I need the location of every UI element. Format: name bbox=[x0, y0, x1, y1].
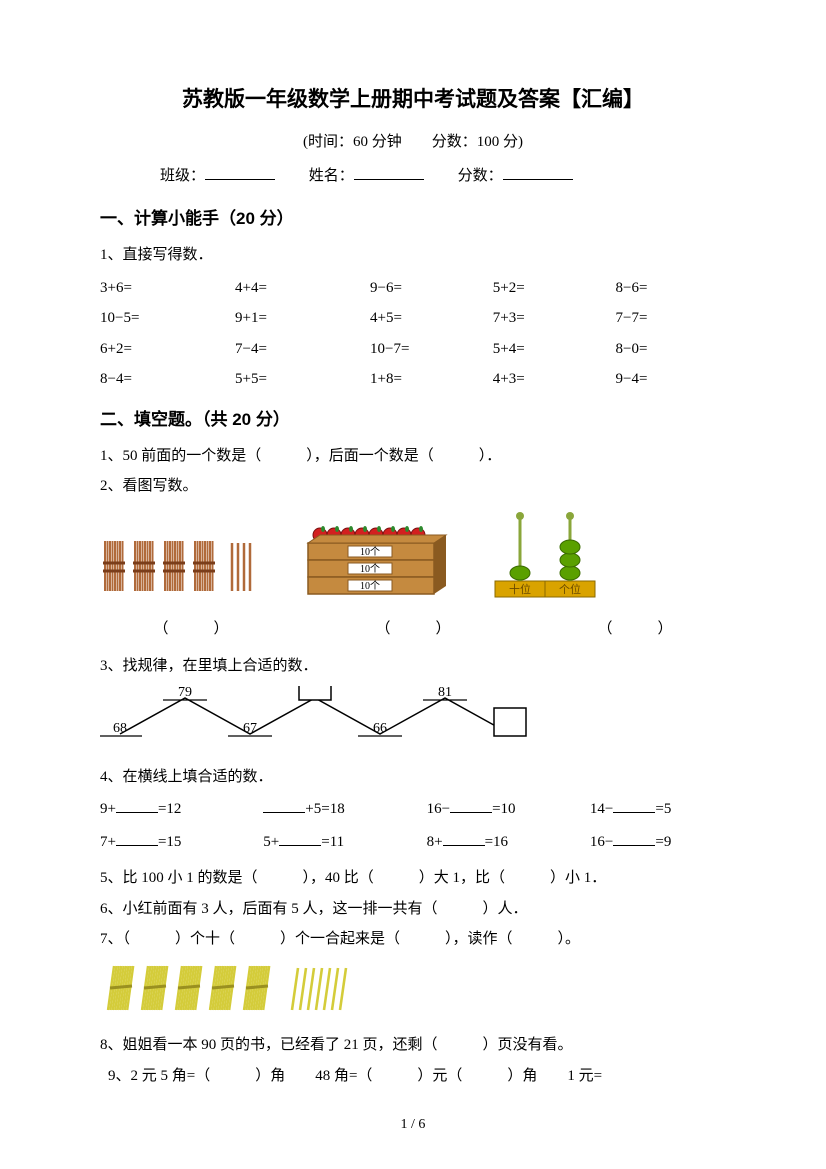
page-number: 1 / 6 bbox=[0, 1112, 826, 1139]
fig-sticks bbox=[100, 960, 726, 1026]
calc-cell: 9−6= bbox=[370, 274, 493, 303]
svg-text:个位: 个位 bbox=[559, 582, 581, 596]
fill-cell: 16−=9 bbox=[590, 828, 726, 857]
svg-text:10个: 10个 bbox=[360, 580, 380, 592]
section2-q4: 4、在横线上填合适的数． bbox=[100, 763, 726, 792]
abacus-icon: 十位 个位 bbox=[490, 511, 600, 601]
calc-cell: 1+8= bbox=[370, 365, 493, 394]
calc-cell: 4+5= bbox=[370, 304, 493, 333]
section1-head: 一、计算小能手（20 分） bbox=[100, 203, 726, 235]
svg-text:十位: 十位 bbox=[509, 582, 531, 596]
class-blank[interactable] bbox=[205, 165, 275, 180]
calc-cell: 7−7= bbox=[616, 304, 726, 333]
pattern-figure: 68 79 67 66 81 bbox=[100, 686, 726, 757]
calc-cell: 4+4= bbox=[235, 274, 370, 303]
score-label: 分数： bbox=[458, 168, 503, 184]
fill-cell: 16−=10 bbox=[427, 795, 590, 824]
section2-q8: 8、姐姐看一本 90 页的书，已经看了 21 页，还剩（ ）页没有看。 bbox=[100, 1031, 726, 1060]
section1-q1: 1、直接写得数． bbox=[100, 241, 726, 270]
svg-text:67: 67 bbox=[243, 721, 257, 736]
section2-q9: 9、2 元 5 角=（ ）角 48 角=（ ）元（ ）角 1 元= bbox=[100, 1062, 726, 1091]
page-title: 苏教版一年级数学上册期中考试题及答案【汇编】 bbox=[100, 80, 726, 120]
fill-grid: 9+=12+5=1816−=1014−=5 7+=155+=118+=1616−=… bbox=[100, 795, 726, 856]
score-blank[interactable] bbox=[503, 165, 573, 180]
calc-cell: 7−4= bbox=[235, 335, 370, 364]
fig-crate: 10个 10个 10个 bbox=[300, 521, 450, 612]
bundles-icon bbox=[100, 531, 260, 601]
paren-2: （ ） bbox=[322, 615, 504, 644]
paren-3: （ ） bbox=[544, 615, 726, 644]
calc-cell: 8−0= bbox=[616, 335, 726, 364]
svg-text:81: 81 bbox=[438, 686, 452, 700]
calc-cell: 8−6= bbox=[616, 274, 726, 303]
calc-cell: 5+4= bbox=[493, 335, 616, 364]
paren-1: （ ） bbox=[100, 615, 282, 644]
calc-cell: 3+6= bbox=[100, 274, 235, 303]
section2-q5: 5、比 100 小 1 的数是（ ），40 比（ ）大 1，比（ ）小 1． bbox=[100, 864, 726, 893]
svg-text:68: 68 bbox=[113, 721, 127, 736]
fill-cell: 14−=5 bbox=[590, 795, 726, 824]
pattern-icon: 68 79 67 66 81 bbox=[100, 686, 600, 746]
class-label: 班级： bbox=[160, 168, 205, 184]
subtitle: (时间：60 分钟 分数：100 分) bbox=[100, 128, 726, 157]
fill-cell: 9+=12 bbox=[100, 795, 263, 824]
section2-q7: 7、（ ）个十（ ）个一合起来是（ ），读作（ ）。 bbox=[100, 925, 726, 954]
fill-cell: 7+=15 bbox=[100, 828, 263, 857]
calc-cell: 5+2= bbox=[493, 274, 616, 303]
crate-icon: 10个 10个 10个 bbox=[300, 521, 450, 601]
figure-row-1: 10个 10个 10个 十位 个位 bbox=[100, 511, 726, 612]
calc-cell: 10−5= bbox=[100, 304, 235, 333]
calc-cell: 8−4= bbox=[100, 365, 235, 394]
fill-cell: +5=18 bbox=[263, 795, 426, 824]
calc-cell: 9−4= bbox=[616, 365, 726, 394]
svg-text:66: 66 bbox=[373, 721, 387, 736]
svg-text:10个: 10个 bbox=[360, 546, 380, 558]
sticks-icon bbox=[100, 960, 380, 1015]
calc-cell: 7+3= bbox=[493, 304, 616, 333]
calc-cell: 10−7= bbox=[370, 335, 493, 364]
section2-q3: 3、找规律，在里填上合适的数． bbox=[100, 652, 726, 681]
fig-bundles bbox=[100, 531, 260, 612]
svg-text:79: 79 bbox=[178, 686, 192, 700]
calc-cell: 4+3= bbox=[493, 365, 616, 394]
name-blank[interactable] bbox=[354, 165, 424, 180]
calc-cell: 9+1= bbox=[235, 304, 370, 333]
fill-cell: 8+=16 bbox=[427, 828, 590, 857]
info-line: 班级： 姓名： 分数： bbox=[100, 162, 726, 191]
paren-row-1: （ ） （ ） （ ） bbox=[100, 615, 726, 644]
section2-q6: 6、小红前面有 3 人，后面有 5 人，这一排一共有（ ）人． bbox=[100, 895, 726, 924]
fill-cell: 5+=11 bbox=[263, 828, 426, 857]
section2-q1: 1、50 前面的一个数是（ ），后面一个数是（ ）． bbox=[100, 442, 726, 471]
section2-q2: 2、看图写数。 bbox=[100, 472, 726, 501]
section2-head: 二、填空题。（共 20 分） bbox=[100, 404, 726, 436]
svg-text:10个: 10个 bbox=[360, 563, 380, 575]
calc-cell: 6+2= bbox=[100, 335, 235, 364]
calc-cell: 5+5= bbox=[235, 365, 370, 394]
name-label: 姓名： bbox=[309, 168, 354, 184]
calc-grid: 3+6=4+4=9−6=5+2=8−6= 10−5=9+1=4+5=7+3=7−7… bbox=[100, 274, 726, 394]
fig-abacus: 十位 个位 bbox=[490, 511, 600, 612]
